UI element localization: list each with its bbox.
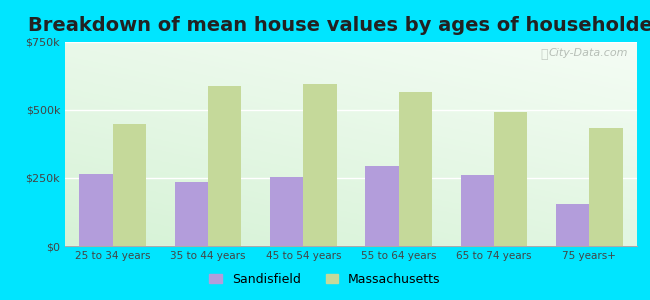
Bar xyxy=(304,84,337,246)
Bar xyxy=(365,166,398,246)
Bar xyxy=(590,128,623,246)
Bar xyxy=(175,182,208,246)
Bar xyxy=(79,174,112,246)
Bar xyxy=(461,175,494,246)
Legend: Sandisfield, Massachusetts: Sandisfield, Massachusetts xyxy=(204,268,446,291)
Bar xyxy=(112,124,146,246)
Bar xyxy=(494,112,527,246)
Title: Breakdown of mean house values by ages of householders: Breakdown of mean house values by ages o… xyxy=(28,16,650,35)
Text: ⦾: ⦾ xyxy=(541,48,549,61)
Bar xyxy=(208,85,241,246)
Bar xyxy=(556,204,590,246)
Bar xyxy=(270,178,304,246)
Text: City-Data.com: City-Data.com xyxy=(549,48,629,58)
Bar xyxy=(398,92,432,246)
